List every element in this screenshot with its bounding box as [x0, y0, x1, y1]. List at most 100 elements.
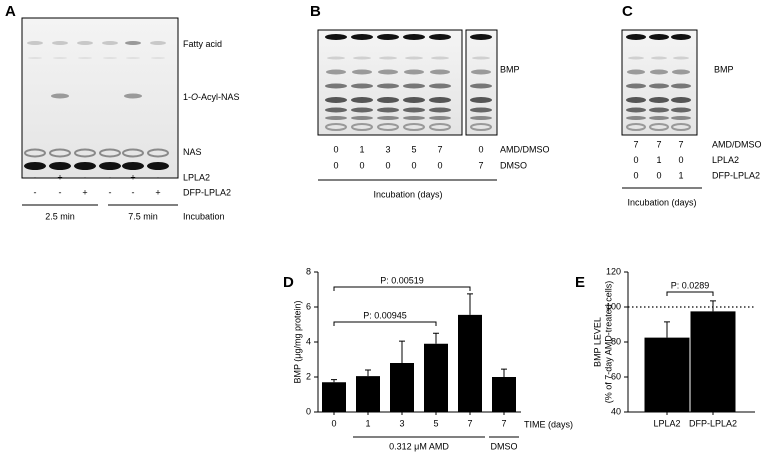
- gel-band: [470, 97, 492, 103]
- gel-band: [671, 34, 691, 40]
- x-tick-label: 0: [331, 418, 336, 428]
- lane-value: 1: [656, 155, 661, 165]
- gel-band: [28, 57, 42, 59]
- gel-band: [429, 97, 451, 103]
- gel-ring: [671, 123, 691, 131]
- sign: +: [82, 187, 87, 197]
- gel-band: [102, 41, 118, 45]
- lane-value: 3: [385, 144, 390, 154]
- bar: [492, 377, 516, 412]
- gel-band: [627, 69, 645, 75]
- y-axis-label: BMP LEVEL: [592, 317, 602, 367]
- gel-band: [671, 107, 691, 113]
- y-tick-label: 40: [611, 406, 621, 416]
- gel-band: [403, 83, 425, 89]
- band-label-part: NAS: [183, 147, 202, 157]
- group-label: 7.5 min: [128, 211, 158, 221]
- gel-band: [470, 83, 492, 89]
- x-tick-label: 3: [399, 418, 404, 428]
- panel-letter: A: [5, 3, 16, 20]
- x-tick-label: LPLA2: [653, 418, 680, 428]
- lane-value: 0: [333, 160, 338, 170]
- gel-band: [626, 34, 646, 40]
- gel-ring: [147, 148, 169, 158]
- bar: [322, 382, 346, 412]
- lane-value: 7: [478, 160, 483, 170]
- lane-value: 7: [656, 139, 661, 149]
- gel-band: [150, 41, 166, 45]
- lane-value: 0: [333, 144, 338, 154]
- gel-band: [379, 56, 397, 60]
- gel-band: [403, 34, 425, 40]
- sign: -: [109, 187, 112, 197]
- gel-band: [626, 107, 646, 113]
- gel-ring: [99, 148, 121, 158]
- gel-band: [377, 97, 399, 103]
- gel-band: [99, 162, 121, 170]
- lane-value: 0: [437, 160, 442, 170]
- row-label: DFP-LPLA2: [712, 170, 760, 180]
- y-tick-label: 80: [611, 336, 621, 346]
- band-label: NAS: [183, 147, 202, 157]
- lane-value: 0: [359, 160, 364, 170]
- bar: [644, 337, 690, 412]
- band-label-part: 1-: [183, 92, 191, 102]
- lane-value: 0: [411, 160, 416, 170]
- panel-letter: B: [310, 3, 321, 20]
- y-tick-label: 120: [606, 266, 621, 276]
- y-tick-label: 6: [306, 301, 311, 311]
- gel-band: [671, 97, 691, 103]
- lane-value: 7: [633, 139, 638, 149]
- group-label: 2.5 min: [45, 211, 75, 221]
- gel-band: [403, 97, 425, 103]
- group-label: DMSO: [491, 441, 518, 451]
- bar: [424, 343, 448, 412]
- lane-value: 0: [656, 170, 661, 180]
- gel-band: [649, 116, 669, 120]
- gel-band: [403, 107, 425, 113]
- significance-bracket: [333, 286, 471, 291]
- band-label: BMP: [500, 64, 520, 74]
- gel-band: [77, 41, 93, 45]
- gel-ring: [649, 123, 669, 131]
- gel-band: [404, 69, 424, 75]
- gel-band: [671, 116, 691, 120]
- sign: -: [59, 187, 62, 197]
- x-tick-label: 7: [501, 418, 506, 428]
- x-tick-label: 7: [467, 418, 472, 428]
- gel-band: [377, 34, 399, 40]
- gel-band: [649, 34, 669, 40]
- gel-band: [27, 41, 43, 45]
- gel-band: [429, 116, 451, 120]
- lane-value: 7: [678, 139, 683, 149]
- gel-ring: [626, 123, 646, 131]
- gel-band: [351, 34, 373, 40]
- annotation: P: 0.0289: [671, 280, 710, 290]
- gel-band: [325, 34, 347, 40]
- gel-band: [430, 69, 450, 75]
- lane-value: 1: [678, 170, 683, 180]
- band-label: 1-O-Acyl-NAS: [183, 92, 240, 102]
- gel-ring: [49, 148, 71, 158]
- y-tick-label: 4: [306, 336, 311, 346]
- gel-band: [74, 162, 96, 170]
- row-label: AMD/DMSO: [500, 144, 550, 154]
- gel-band: [649, 107, 669, 113]
- row-label: DMSO: [500, 160, 527, 170]
- gel-ring: [377, 123, 399, 131]
- y-tick-label: 100: [606, 301, 621, 311]
- gel-band: [326, 69, 346, 75]
- gel-band: [650, 69, 668, 75]
- gel-band: [405, 56, 423, 60]
- gel-band: [651, 56, 667, 60]
- sign: +: [155, 187, 160, 197]
- bar: [690, 311, 736, 412]
- lane-value: 0: [633, 155, 638, 165]
- gel-band: [429, 107, 451, 113]
- gel-band: [325, 97, 347, 103]
- gel-band: [124, 93, 142, 99]
- gel-band: [53, 57, 67, 59]
- annotation: P: 0.00519: [380, 275, 424, 285]
- gel-band: [377, 116, 399, 120]
